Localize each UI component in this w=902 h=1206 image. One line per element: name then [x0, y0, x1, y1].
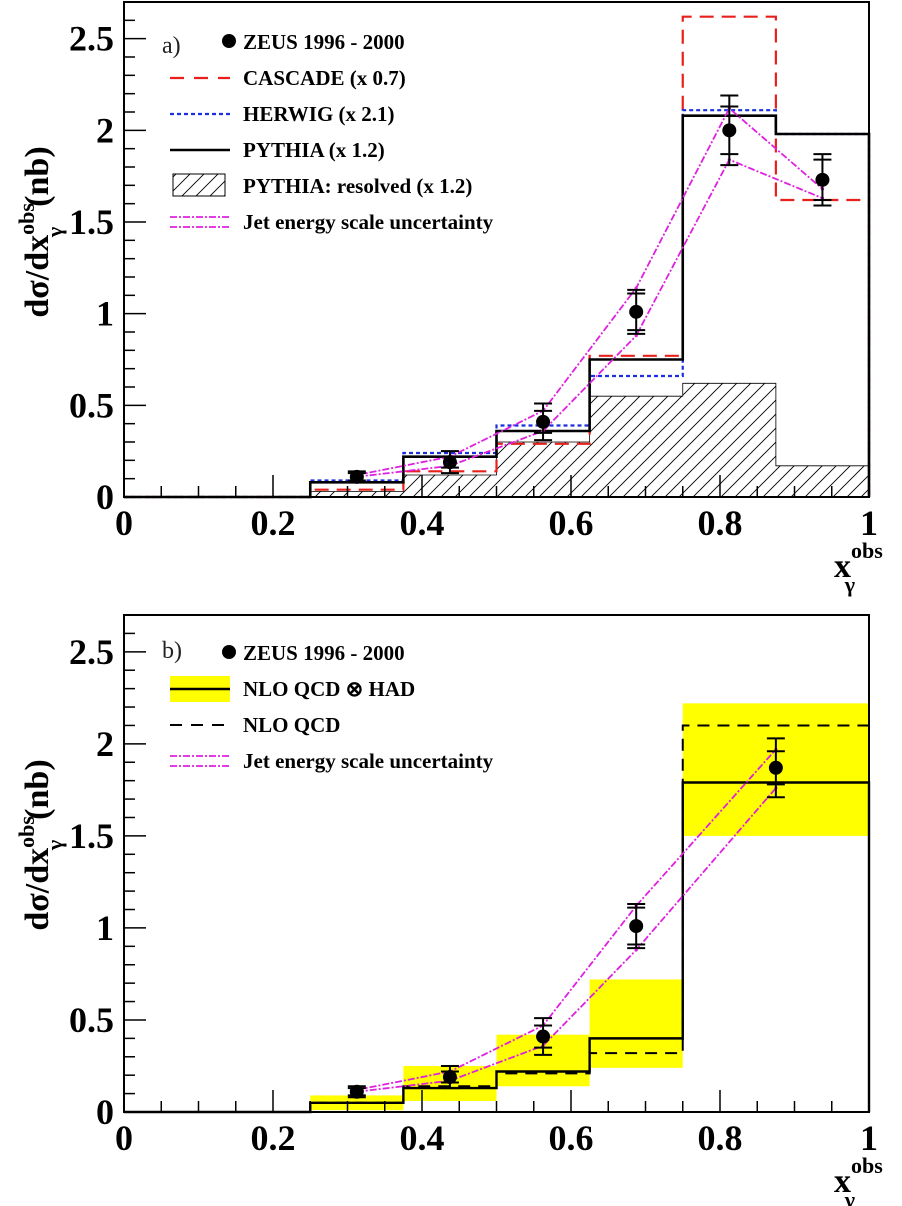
x-axis-title: xobs γ [834, 538, 883, 597]
jes-band-point [634, 286, 638, 290]
x-tick-label: 0.8 [698, 503, 743, 543]
panel-a: 0 0.2 0.4 0.6 0.8 100.511.522.5dσ/dxobs γ(nb)x… [14, 1, 883, 597]
x-tick-label: 0.6 [549, 503, 594, 543]
nlo-had-band-bin [589, 979, 683, 1068]
x-axis-title-base: x [834, 1163, 851, 1200]
histogram-nlo-qcd [124, 724, 870, 1113]
legend-entry: HERWIG (x 2.1) [170, 102, 395, 126]
y-axis-title-unit: (nb) [19, 759, 56, 819]
jes-band-lower [356, 787, 777, 1093]
y-tick-label: 0.5 [69, 385, 114, 425]
x-tick-label: 0.4 [400, 1118, 445, 1158]
y-axis-title-sup: obs [14, 816, 39, 848]
data-point [442, 1070, 457, 1085]
legend-label: NLO QCD ⊗ HAD [243, 677, 415, 701]
data-point [536, 1029, 551, 1044]
data-point [722, 123, 737, 138]
x-tick-label: 0 [115, 1118, 133, 1158]
x-axis-title-sup: obs [851, 538, 883, 563]
data-point [349, 469, 364, 484]
legend-entry: ZEUS 1996 - 2000 [222, 30, 405, 54]
y-tick-label: 1 [96, 294, 114, 334]
y-tick-label: 2.5 [69, 632, 114, 672]
histogram-pythia [124, 114, 871, 499]
jes-band-upper [356, 106, 824, 476]
x-tick-label: 1 [860, 503, 878, 543]
legend-entry: Jet energy scale uncertainty [170, 749, 494, 773]
legend-label: PYTHIA: resolved (x 1.2) [243, 174, 472, 198]
x-tick-label: 1 [860, 1118, 878, 1158]
jes-band-point [634, 948, 638, 952]
y-axis-title-sup: obs [14, 203, 39, 235]
y-tick-label: 2 [96, 724, 114, 764]
x-tick-label: 0.2 [251, 503, 296, 543]
histogram-cascade [124, 15, 871, 499]
y-axis-title-sub: γ [42, 227, 67, 238]
x-tick-label: 0.6 [549, 1118, 594, 1158]
y-axis-title: dσ/dxobs γ (nb) [14, 146, 67, 317]
data-point [815, 172, 830, 187]
x-axis-title-base: x [834, 548, 851, 585]
y-axis-title: dσ/dxobs γ (nb) [14, 759, 67, 930]
legend-label: Jet energy scale uncertainty [243, 210, 494, 234]
data-point [349, 1084, 364, 1099]
data-point [442, 455, 457, 470]
x-axis-title-sub: γ [844, 1187, 855, 1206]
data-point [768, 760, 783, 775]
legend-label: CASCADE (x 0.7) [243, 66, 406, 90]
legend-marker-data [222, 34, 236, 48]
y-tick-label: 1.5 [69, 816, 114, 856]
legend-entry: Jet energy scale uncertainty [170, 210, 494, 234]
y-tick-label: 1 [96, 908, 114, 948]
panel-tag: a) [162, 33, 181, 59]
panel-b: 0 0.2 0.4 0.6 0.8 100.511.522.5dσ/dxobs γ(nb)x… [14, 614, 883, 1206]
x-axis-title-sub: γ [844, 572, 855, 597]
data-point [536, 414, 551, 429]
legend-entry: PYTHIA (x 1.2) [170, 138, 385, 162]
y-tick-label: 2.5 [69, 19, 114, 59]
legend-label: ZEUS 1996 - 2000 [243, 30, 405, 54]
y-tick-label: 0 [96, 1092, 114, 1132]
y-axis-title-base: dσ/dx [19, 848, 56, 931]
y-axis-title-base: dσ/dx [19, 235, 56, 318]
y-axis-title-sub: γ [42, 840, 67, 851]
legend-label: NLO QCD [243, 713, 340, 737]
legend-label: PYTHIA (x 1.2) [243, 138, 385, 162]
jes-band-lower [356, 158, 823, 478]
x-tick-label: 0.4 [400, 503, 445, 543]
legend-label: ZEUS 1996 - 2000 [243, 641, 405, 665]
x-tick-label: 0.8 [698, 1118, 743, 1158]
x-axis-title-sup: obs [851, 1153, 883, 1178]
legend-entry: PYTHIA: resolved (x 1.2) [172, 173, 472, 198]
legend-swatch-hatched [172, 173, 226, 197]
legend-entry: NLO QCD [170, 713, 340, 737]
legend-label: HERWIG (x 2.1) [243, 102, 395, 126]
y-tick-label: 0.5 [69, 1000, 114, 1040]
legend-label: Jet energy scale uncertainty [243, 749, 494, 773]
jes-band-point [634, 334, 638, 338]
y-axis-title-unit: (nb) [19, 146, 56, 206]
data-point [629, 304, 644, 319]
x-tick-label: 0.2 [251, 1118, 296, 1158]
y-tick-label: 2 [96, 110, 114, 150]
data-point [629, 919, 644, 934]
legend-marker-data [222, 645, 236, 659]
legend-entry: NLO QCD ⊗ HAD [170, 676, 415, 702]
panel-tag: b) [162, 638, 182, 664]
y-tick-label: 1.5 [69, 202, 114, 242]
legend-entry: ZEUS 1996 - 2000 [222, 641, 405, 665]
x-tick-label: 0 [115, 503, 133, 543]
x-axis-title: xobs γ [834, 1153, 883, 1206]
legend-entry: CASCADE (x 0.7) [170, 66, 406, 90]
histogram-herwig [124, 109, 871, 499]
y-tick-label: 0 [96, 477, 114, 517]
